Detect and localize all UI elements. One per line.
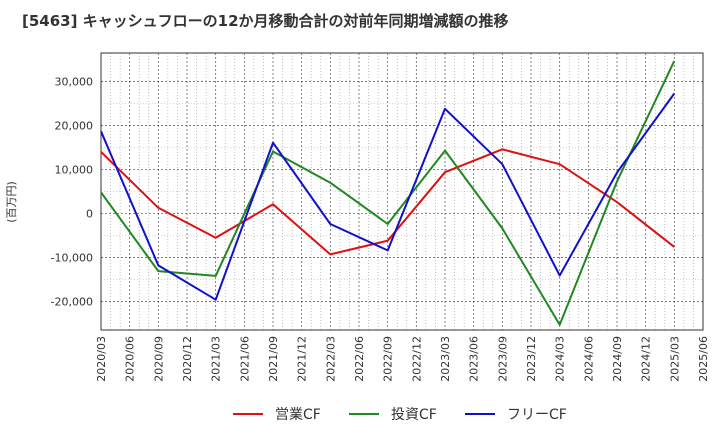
legend-label: 投資CF bbox=[391, 407, 437, 423]
x-tick-label: 2022/09 bbox=[382, 336, 395, 382]
x-tick-label: 2024/09 bbox=[611, 336, 624, 382]
y-tick-label: 0 bbox=[86, 207, 93, 220]
y-tick-label: 10,000 bbox=[55, 164, 94, 177]
x-tick-label: 2023/09 bbox=[496, 336, 509, 382]
x-tick-label: 2020/12 bbox=[181, 336, 194, 382]
x-axis: 2020/03 2020/06 2020/09 2020/12 2021/03 2021/… bbox=[95, 336, 710, 382]
legend-label: フリーCF bbox=[507, 407, 567, 423]
x-tick-label: 2023/12 bbox=[525, 336, 538, 382]
x-tick-label: 2020/06 bbox=[124, 336, 137, 382]
x-tick-label: 2020/03 bbox=[95, 336, 108, 382]
x-tick-label: 2022/03 bbox=[324, 336, 337, 382]
x-tick-label: 2024/06 bbox=[582, 336, 595, 382]
y-tick-label: 20,000 bbox=[55, 120, 94, 133]
legend-label: 営業CF bbox=[275, 407, 321, 423]
series-line bbox=[100, 60, 676, 326]
legend: 営業CF 投資CF フリーCF bbox=[233, 407, 567, 423]
x-tick-label: 2024/03 bbox=[554, 336, 567, 382]
y-axis-label: (百万円) bbox=[5, 181, 18, 223]
x-tick-label: 2021/06 bbox=[238, 336, 251, 382]
x-tick-label: 2021/12 bbox=[296, 336, 309, 382]
y-tick-label: -10,000 bbox=[51, 251, 93, 264]
x-tick-label: 2023/03 bbox=[439, 336, 452, 382]
x-tick-label: 2021/09 bbox=[267, 336, 280, 382]
x-tick-label: 2022/12 bbox=[410, 336, 423, 382]
x-tick-label: 2021/03 bbox=[210, 336, 223, 382]
series-line bbox=[100, 92, 676, 301]
x-tick-label: 2023/06 bbox=[468, 336, 481, 382]
series-line bbox=[100, 148, 675, 256]
y-axis: -20,000 -10,000 0 10,000 20,000 30,000 bbox=[51, 76, 93, 309]
y-tick-label: 30,000 bbox=[55, 76, 94, 89]
x-tick-label: 2025/03 bbox=[668, 336, 681, 382]
plot-frame bbox=[100, 52, 704, 331]
x-tick-label: 2020/09 bbox=[152, 336, 165, 382]
y-tick-label: -20,000 bbox=[51, 295, 93, 308]
x-tick-label: 2024/12 bbox=[640, 336, 653, 382]
series-lines bbox=[100, 60, 676, 326]
chart-title: [5463] キャッシュフローの12か月移動合計の対前年同期増減額の推移 bbox=[22, 12, 509, 30]
x-tick-label: 2025/06 bbox=[697, 336, 710, 382]
x-tick-label: 2022/06 bbox=[353, 336, 366, 382]
